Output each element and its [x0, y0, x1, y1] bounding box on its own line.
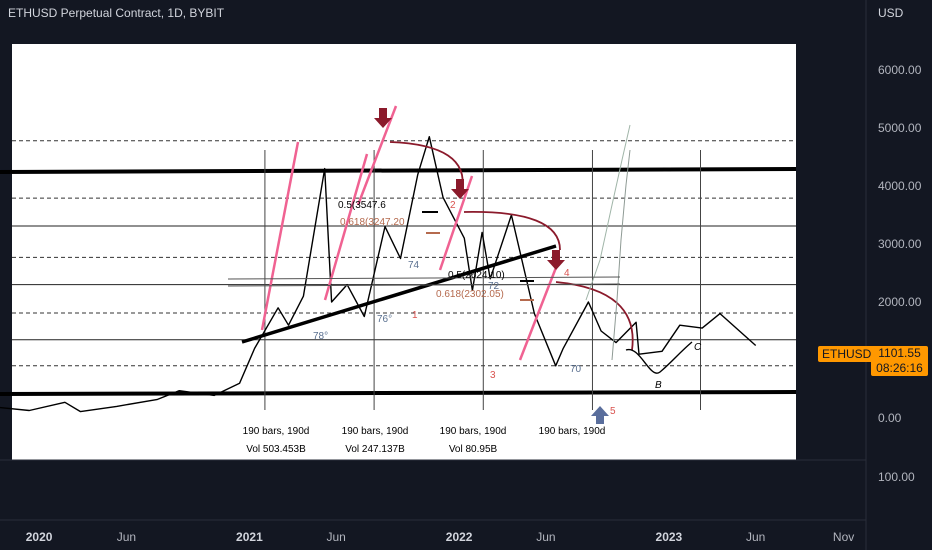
- box-volume-label: Vol 503.453B: [246, 444, 306, 455]
- x-tick-label: Jun: [536, 530, 555, 544]
- box-label: 190 bars, 190d: [440, 426, 507, 437]
- fib-label: 0.5(2624.10): [448, 270, 505, 281]
- pink-channel-line: [356, 105, 398, 206]
- y-tick-label: 0.00: [878, 411, 902, 425]
- x-tick-label: Jun: [326, 530, 345, 544]
- x-tick-label: Jun: [746, 530, 765, 544]
- angle-label: 76°: [377, 314, 392, 325]
- price-tag-value-box: 1101.55 08:26:16: [871, 346, 928, 376]
- y-tick-label: 3000.00: [878, 237, 922, 251]
- pink-channel-line: [518, 264, 559, 361]
- pink-channel-line: [323, 153, 369, 301]
- x-tick-label: Jun: [117, 530, 136, 544]
- y-tick-label: 5000.00: [878, 121, 922, 135]
- y-tick-label: 2000.00: [878, 295, 922, 309]
- fib-label: 0.5(3547.6: [338, 200, 386, 211]
- chart-title: ETHUSD Perpetual Contract, 1D, BYBIT: [8, 6, 225, 20]
- rising-trendline: [241, 244, 557, 344]
- pink-channel-line: [438, 175, 474, 271]
- thick-resistance-line: [0, 167, 797, 174]
- box-volume-label: Vol 247.137B: [345, 444, 405, 455]
- fib-label: 0.618(3247.20: [340, 217, 405, 228]
- red-down-arrow: [451, 179, 469, 199]
- current-price-tag: ETHUSD 1101.55 08:26:16: [818, 346, 928, 376]
- y-tick-label: 6000.00: [878, 63, 922, 77]
- wave-label: 2: [450, 200, 456, 211]
- fib-label: 0.618(2302.05): [436, 289, 504, 300]
- handwritten-label: C: [694, 342, 702, 353]
- red-down-arrow: [547, 250, 565, 270]
- handwritten-label: B: [655, 380, 662, 391]
- x-tick-label: 2023: [656, 530, 683, 544]
- projection-line-light: [585, 124, 631, 301]
- wave-label: 5: [610, 406, 616, 417]
- projection-path: [625, 341, 693, 374]
- x-tick-label: Nov: [833, 530, 854, 544]
- currency-label: USD: [878, 6, 904, 20]
- box-label: 190 bars, 190d: [243, 426, 310, 437]
- box-volume-label: Vol 80.95B: [449, 444, 498, 455]
- price-tag-symbol: ETHUSD: [818, 346, 876, 362]
- wave-label: 3: [490, 370, 496, 381]
- blue-up-arrow: [591, 406, 609, 424]
- wave-label: 4: [564, 268, 570, 279]
- lower-pane-tick-label: 100.00: [878, 470, 915, 484]
- price-tag-price: 1101.55: [878, 346, 921, 360]
- price-tag-countdown: 08:26:16: [876, 361, 923, 375]
- pink-channel-line: [260, 141, 300, 331]
- thick-support-line: [0, 390, 797, 396]
- projection-line: [611, 149, 631, 361]
- red-down-arrow: [374, 108, 392, 128]
- box-label: 190 bars, 190d: [342, 426, 409, 437]
- angle-label: 72: [488, 281, 500, 292]
- x-tick-label: 2022: [446, 530, 473, 544]
- measure-line: [227, 276, 621, 280]
- main-pane: [12, 44, 796, 460]
- x-tick-label: 2021: [236, 530, 263, 544]
- x-tick-label: 2020: [26, 530, 53, 544]
- wave-label: 1: [412, 310, 418, 321]
- angle-label: 70: [570, 364, 582, 375]
- angle-label: 74: [408, 260, 420, 271]
- price-series-line: [0, 135, 757, 413]
- angle-label: 78°: [313, 331, 328, 342]
- box-label: 190 bars, 190d: [539, 426, 606, 437]
- red-arc: [463, 211, 561, 251]
- measure-line: [227, 283, 621, 287]
- y-tick-label: 4000.00: [878, 179, 922, 193]
